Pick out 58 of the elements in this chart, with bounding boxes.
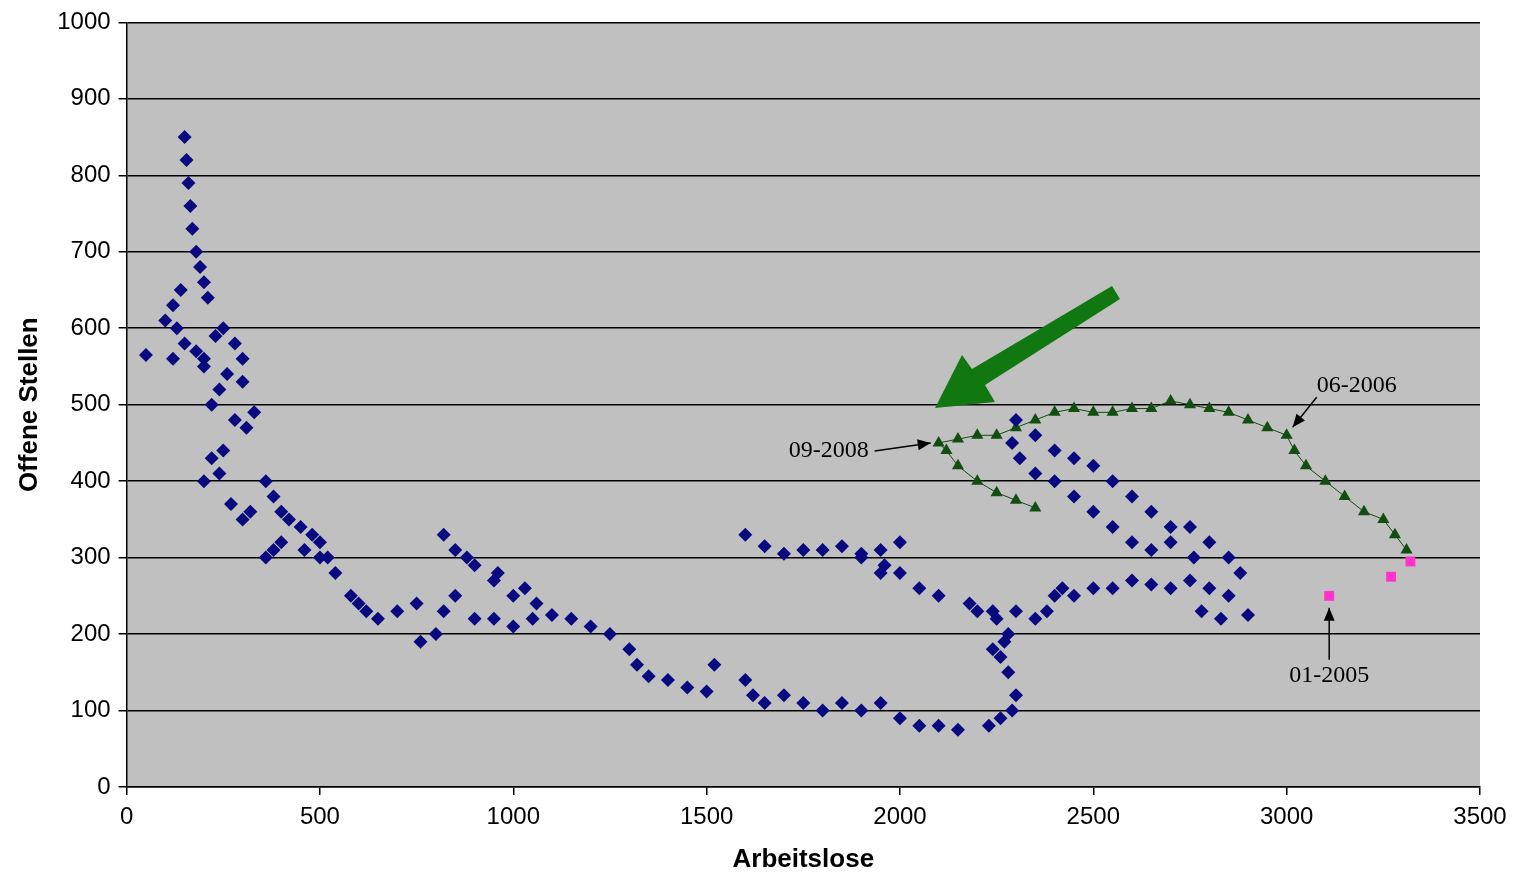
point (951, 458, 965, 470)
point (1338, 489, 1351, 500)
x-axis-title: Arbeitslose (732, 842, 875, 873)
point (940, 443, 953, 455)
x-tick-label: 3000 (1259, 802, 1314, 830)
point (1386, 571, 1397, 582)
y-tick-label: 400 (70, 465, 111, 493)
y-tick-label: 1000 (57, 7, 111, 35)
point (1280, 428, 1293, 439)
y-tick-label: 500 (70, 389, 111, 417)
y-tick-label: 300 (70, 542, 111, 570)
point (1145, 401, 1158, 413)
point (990, 428, 1003, 439)
x-tick-label: 3500 (1453, 802, 1507, 830)
point (1324, 590, 1335, 601)
y-tick-label: 600 (70, 312, 111, 340)
point (971, 428, 984, 439)
annotation: 09-2008 (788, 436, 869, 463)
point (1357, 504, 1371, 516)
y-tick-label: 0 (97, 771, 111, 799)
point (1183, 397, 1197, 409)
x-tick-label: 2000 (873, 802, 927, 830)
point (971, 474, 984, 485)
point (1125, 401, 1139, 413)
point (1222, 405, 1235, 416)
point (1067, 401, 1081, 413)
point (1288, 443, 1301, 455)
x-tick-label: 0 (119, 802, 134, 830)
x-tick-label: 500 (299, 802, 340, 830)
point (1029, 412, 1042, 424)
point (951, 432, 965, 443)
point (1299, 458, 1313, 470)
point (932, 435, 945, 447)
point (1377, 512, 1390, 523)
point (1203, 401, 1216, 413)
point (990, 485, 1003, 497)
point (1048, 405, 1061, 416)
point (1164, 393, 1177, 405)
x-tick-label: 1000 (486, 802, 540, 830)
annotation: 06-2006 (1316, 370, 1397, 397)
point (1400, 542, 1413, 554)
y-tick-label: 700 (70, 236, 111, 264)
y-tick-label: 800 (70, 159, 111, 187)
y-tick-label: 200 (70, 618, 111, 646)
point (1388, 527, 1401, 539)
y-axis-title: Offene Stellen (12, 317, 43, 493)
y-tick-label: 100 (70, 695, 111, 723)
point (1009, 493, 1023, 504)
annotation: 01-2005 (1289, 661, 1370, 688)
x-tick-label: 2500 (1066, 802, 1121, 830)
point (1405, 556, 1416, 567)
y-tick-label: 900 (70, 83, 111, 111)
point (1087, 405, 1100, 416)
point (1319, 474, 1332, 485)
point (1106, 405, 1119, 416)
x-tick-label: 1500 (679, 802, 734, 830)
point (1261, 420, 1274, 432)
point (1029, 500, 1042, 512)
